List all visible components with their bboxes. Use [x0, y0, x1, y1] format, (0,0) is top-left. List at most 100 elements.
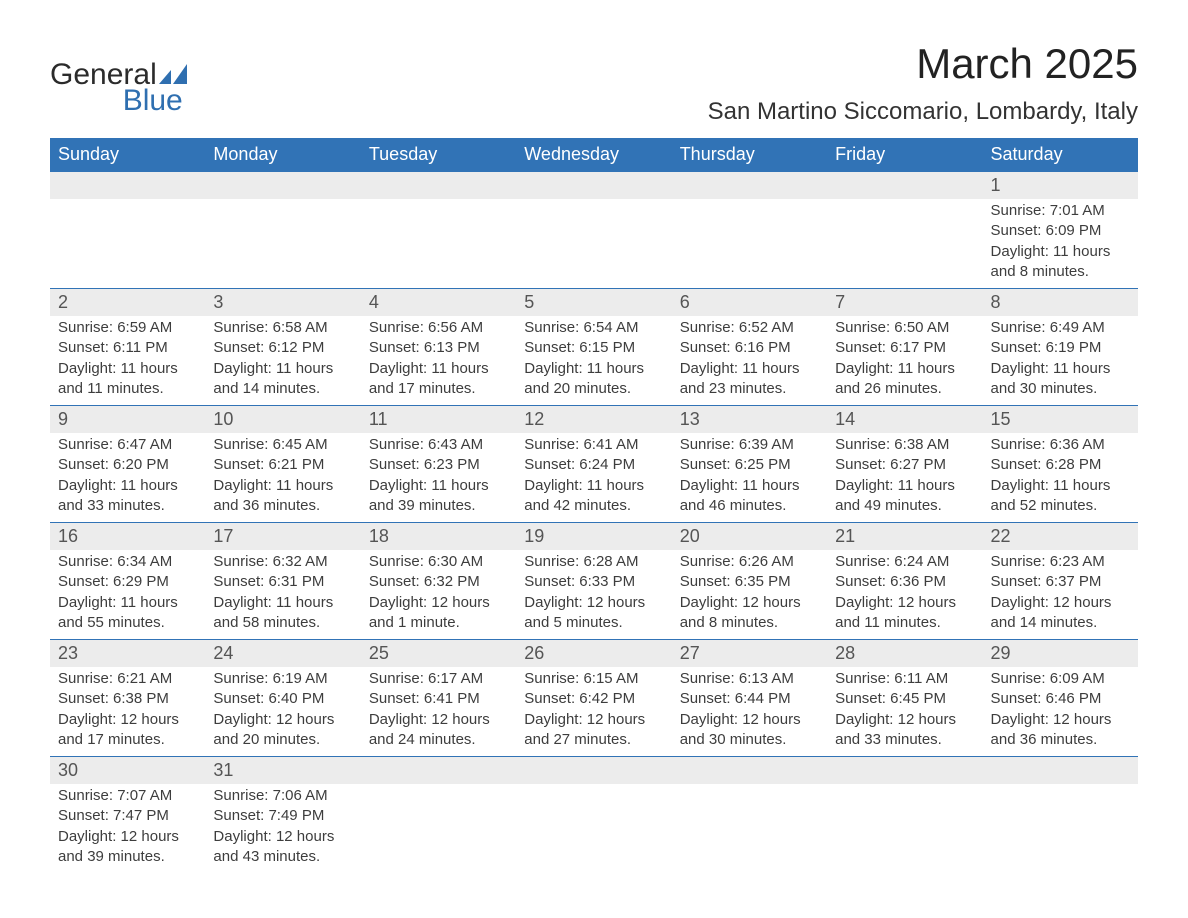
day-number-cell: 17 [205, 523, 360, 551]
sunset-text: Sunset: 6:13 PM [369, 338, 508, 358]
sunset-text: Sunset: 6:36 PM [835, 572, 974, 592]
day-detail-cell: Sunrise: 6:09 AMSunset: 6:46 PMDaylight:… [983, 667, 1138, 757]
day-number-row: 9101112131415 [50, 406, 1138, 434]
day-detail-cell: Sunrise: 6:17 AMSunset: 6:41 PMDaylight:… [361, 667, 516, 757]
daylight-text: Daylight: 11 hours and 8 minutes. [991, 242, 1130, 283]
daylight-text: Daylight: 11 hours and 55 minutes. [58, 593, 197, 634]
day-detail-cell [983, 784, 1138, 873]
sunset-text: Sunset: 6:44 PM [680, 689, 819, 709]
day-number-row: 23242526272829 [50, 640, 1138, 668]
sunset-text: Sunset: 6:45 PM [835, 689, 974, 709]
sunrise-text: Sunrise: 6:15 AM [524, 669, 663, 689]
day-detail-cell: Sunrise: 6:19 AMSunset: 6:40 PMDaylight:… [205, 667, 360, 757]
day-detail-cell [205, 199, 360, 289]
sunset-text: Sunset: 6:37 PM [991, 572, 1130, 592]
weekday-header: Tuesday [361, 138, 516, 172]
sunrise-text: Sunrise: 6:19 AM [213, 669, 352, 689]
day-detail-cell [827, 784, 982, 873]
day-detail-cell: Sunrise: 6:45 AMSunset: 6:21 PMDaylight:… [205, 433, 360, 523]
daylight-text: Daylight: 11 hours and 46 minutes. [680, 476, 819, 517]
day-detail-cell: Sunrise: 6:32 AMSunset: 6:31 PMDaylight:… [205, 550, 360, 640]
daylight-text: Daylight: 12 hours and 36 minutes. [991, 710, 1130, 751]
sunset-text: Sunset: 7:49 PM [213, 806, 352, 826]
month-title: March 2025 [708, 40, 1138, 88]
day-number-cell: 20 [672, 523, 827, 551]
sunrise-text: Sunrise: 6:23 AM [991, 552, 1130, 572]
sunrise-text: Sunrise: 6:36 AM [991, 435, 1130, 455]
daylight-text: Daylight: 11 hours and 33 minutes. [58, 476, 197, 517]
day-number-cell [361, 757, 516, 785]
day-number-cell: 24 [205, 640, 360, 668]
day-number-row: 1 [50, 172, 1138, 200]
sunset-text: Sunset: 6:16 PM [680, 338, 819, 358]
day-detail-row: Sunrise: 6:59 AMSunset: 6:11 PMDaylight:… [50, 316, 1138, 406]
sunset-text: Sunset: 6:25 PM [680, 455, 819, 475]
day-number-cell: 8 [983, 289, 1138, 317]
sunset-text: Sunset: 6:41 PM [369, 689, 508, 709]
day-number-cell: 23 [50, 640, 205, 668]
sunset-text: Sunset: 6:29 PM [58, 572, 197, 592]
sunset-text: Sunset: 6:21 PM [213, 455, 352, 475]
daylight-text: Daylight: 12 hours and 24 minutes. [369, 710, 508, 751]
day-number-cell [205, 172, 360, 200]
day-detail-cell: Sunrise: 6:49 AMSunset: 6:19 PMDaylight:… [983, 316, 1138, 406]
sunrise-text: Sunrise: 6:28 AM [524, 552, 663, 572]
sunset-text: Sunset: 6:35 PM [680, 572, 819, 592]
day-detail-cell: Sunrise: 6:11 AMSunset: 6:45 PMDaylight:… [827, 667, 982, 757]
sunrise-text: Sunrise: 6:59 AM [58, 318, 197, 338]
day-detail-cell: Sunrise: 6:30 AMSunset: 6:32 PMDaylight:… [361, 550, 516, 640]
sunrise-text: Sunrise: 6:13 AM [680, 669, 819, 689]
sunrise-text: Sunrise: 6:21 AM [58, 669, 197, 689]
sunrise-text: Sunrise: 6:11 AM [835, 669, 974, 689]
day-number-cell: 29 [983, 640, 1138, 668]
daylight-text: Daylight: 11 hours and 49 minutes. [835, 476, 974, 517]
day-number-cell: 27 [672, 640, 827, 668]
weekday-header-row: SundayMondayTuesdayWednesdayThursdayFrid… [50, 138, 1138, 172]
day-number-cell: 22 [983, 523, 1138, 551]
day-number-cell: 11 [361, 406, 516, 434]
day-number-cell: 1 [983, 172, 1138, 200]
sunset-text: Sunset: 6:12 PM [213, 338, 352, 358]
weekday-header: Saturday [983, 138, 1138, 172]
daylight-text: Daylight: 12 hours and 43 minutes. [213, 827, 352, 868]
day-detail-cell: Sunrise: 6:41 AMSunset: 6:24 PMDaylight:… [516, 433, 671, 523]
day-number-cell: 14 [827, 406, 982, 434]
daylight-text: Daylight: 12 hours and 8 minutes. [680, 593, 819, 634]
daylight-text: Daylight: 12 hours and 14 minutes. [991, 593, 1130, 634]
sunrise-text: Sunrise: 6:24 AM [835, 552, 974, 572]
weekday-header: Sunday [50, 138, 205, 172]
sunset-text: Sunset: 6:19 PM [991, 338, 1130, 358]
daylight-text: Daylight: 12 hours and 5 minutes. [524, 593, 663, 634]
sunrise-text: Sunrise: 6:50 AM [835, 318, 974, 338]
daylight-text: Daylight: 12 hours and 17 minutes. [58, 710, 197, 751]
day-number-cell: 12 [516, 406, 671, 434]
sunrise-text: Sunrise: 6:54 AM [524, 318, 663, 338]
day-number-cell: 15 [983, 406, 1138, 434]
daylight-text: Daylight: 11 hours and 14 minutes. [213, 359, 352, 400]
daylight-text: Daylight: 11 hours and 11 minutes. [58, 359, 197, 400]
day-detail-cell: Sunrise: 6:39 AMSunset: 6:25 PMDaylight:… [672, 433, 827, 523]
weekday-header: Wednesday [516, 138, 671, 172]
weekday-header: Monday [205, 138, 360, 172]
day-number-cell: 4 [361, 289, 516, 317]
day-detail-row: Sunrise: 6:34 AMSunset: 6:29 PMDaylight:… [50, 550, 1138, 640]
day-detail-cell [361, 199, 516, 289]
day-detail-cell: Sunrise: 7:06 AMSunset: 7:49 PMDaylight:… [205, 784, 360, 873]
day-detail-cell: Sunrise: 6:43 AMSunset: 6:23 PMDaylight:… [361, 433, 516, 523]
day-number-row: 3031 [50, 757, 1138, 785]
day-number-cell [672, 172, 827, 200]
day-number-cell: 19 [516, 523, 671, 551]
day-number-cell: 13 [672, 406, 827, 434]
day-detail-cell: Sunrise: 6:34 AMSunset: 6:29 PMDaylight:… [50, 550, 205, 640]
day-number-cell [516, 172, 671, 200]
daylight-text: Daylight: 12 hours and 39 minutes. [58, 827, 197, 868]
day-number-cell: 3 [205, 289, 360, 317]
sunrise-text: Sunrise: 6:43 AM [369, 435, 508, 455]
day-number-cell: 9 [50, 406, 205, 434]
day-detail-cell [516, 784, 671, 873]
day-number-cell: 18 [361, 523, 516, 551]
day-detail-cell [827, 199, 982, 289]
sunset-text: Sunset: 6:20 PM [58, 455, 197, 475]
day-number-cell [672, 757, 827, 785]
day-detail-cell: Sunrise: 6:50 AMSunset: 6:17 PMDaylight:… [827, 316, 982, 406]
